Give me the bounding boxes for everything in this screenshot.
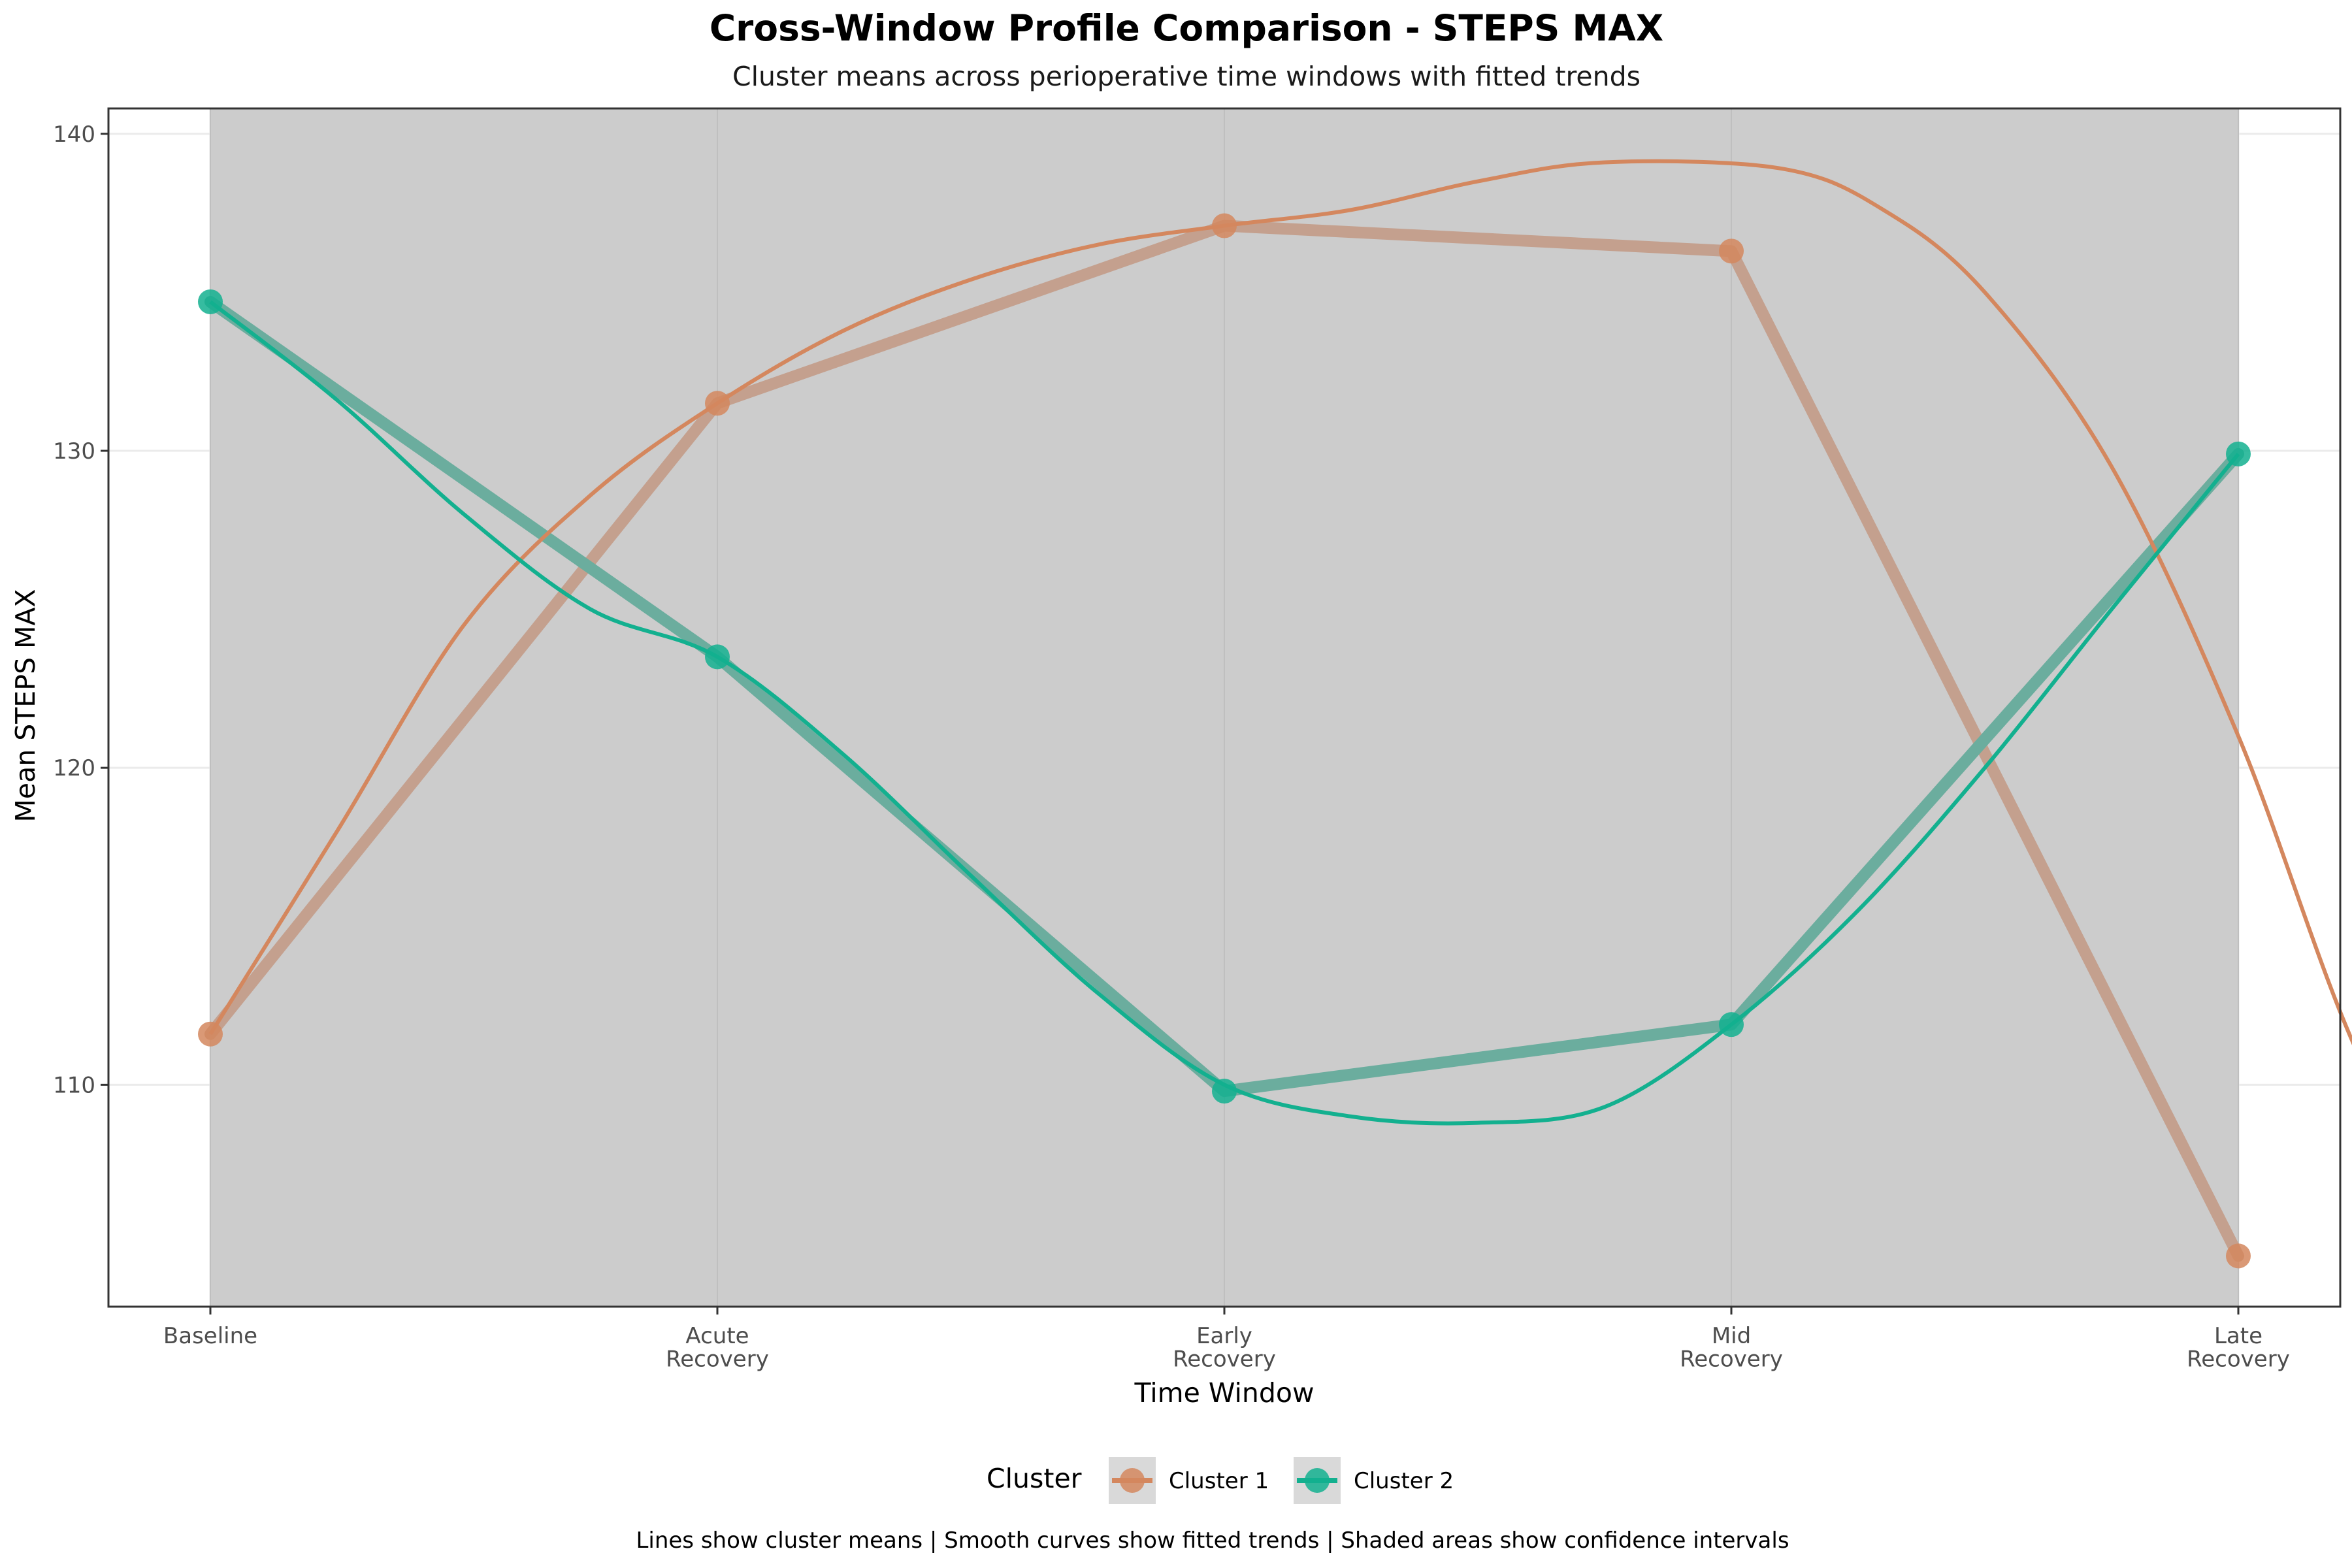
y-tick-label: 110	[53, 1072, 95, 1098]
cluster-1-legend-point	[1120, 1468, 1145, 1493]
cluster-2-point	[198, 289, 223, 314]
x-tick-label: Late Recovery	[2187, 1323, 2290, 1373]
chart-subtitle: Cluster means across perioperative time …	[732, 61, 1641, 92]
cluster-1-point	[1212, 213, 1237, 238]
cluster-2-point	[1719, 1012, 1744, 1037]
cluster-1-point	[198, 1021, 223, 1047]
cluster-2-point	[1212, 1079, 1237, 1104]
plot-panel	[107, 107, 2352, 1308]
cluster-2-point	[705, 644, 730, 670]
cluster-2-point	[2226, 441, 2251, 466]
x-tick-label: Early Recovery	[1173, 1323, 1276, 1373]
y-axis: 110 120 130 140	[53, 122, 108, 1098]
cluster-2-legend-point	[1305, 1468, 1330, 1493]
cluster-1-point	[705, 391, 730, 416]
legend-title: Cluster	[987, 1463, 1082, 1494]
x-tick-label: Baseline	[163, 1323, 257, 1349]
cluster-1-point	[1719, 238, 1744, 264]
x-axis: Baseline Acute Recovery Early Recovery Mid Rec…	[163, 1307, 2290, 1373]
cluster-2-legend-label: Cluster 2	[1354, 1468, 1454, 1494]
chart-caption: Lines show cluster means | Smooth curves…	[636, 1527, 1789, 1554]
y-tick-label: 120	[53, 755, 95, 781]
y-tick-label: 140	[53, 122, 95, 148]
y-tick-label: 130	[53, 438, 95, 465]
y-axis-title: Mean STEPS MAX	[10, 589, 41, 822]
x-tick-label: Mid Recovery	[1680, 1323, 1783, 1373]
x-axis-title: Time Window	[1134, 1377, 1314, 1409]
legend: Cluster Cluster 1 Cluster 2	[987, 1457, 1454, 1504]
x-tick-label: Acute Recovery	[666, 1323, 769, 1373]
cluster-1-legend-label: Cluster 1	[1169, 1468, 1269, 1494]
chart-title: Cross-Window Profile Comparison - STEPS …	[710, 7, 1663, 49]
cluster-1-point	[2226, 1243, 2251, 1269]
cluster-1-fitted-trend	[208, 159, 2352, 1045]
